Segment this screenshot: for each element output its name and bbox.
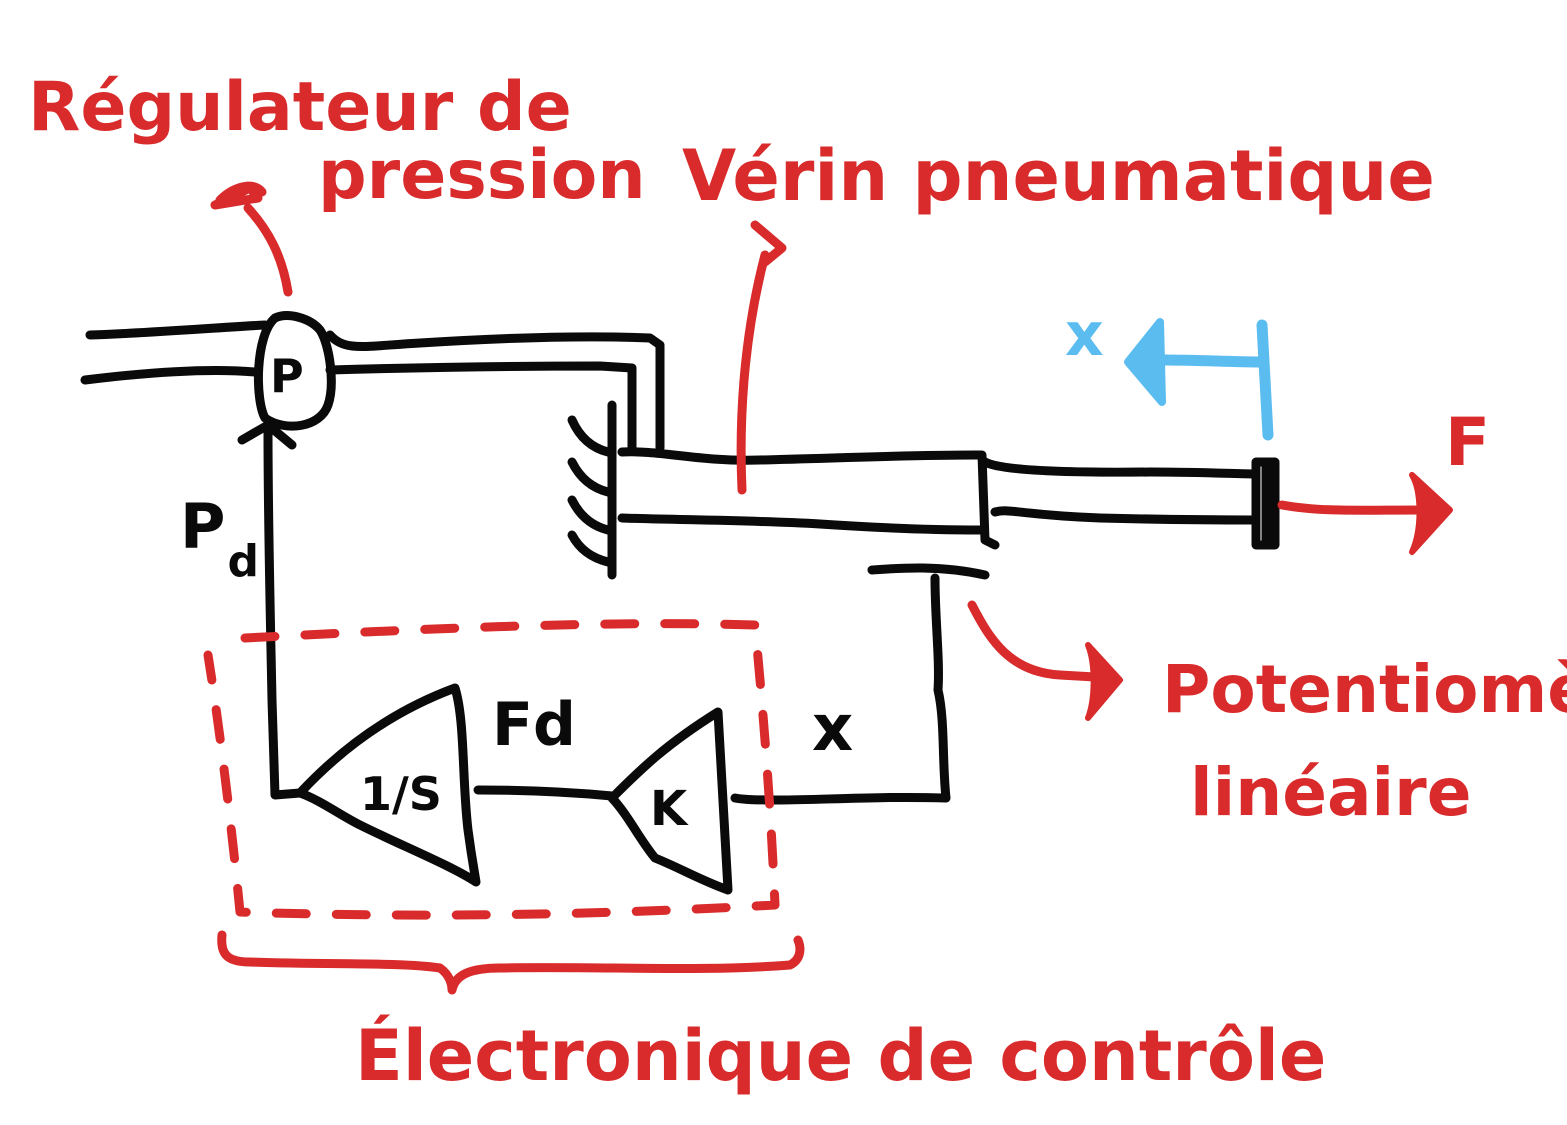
position-signal-label: x [812,692,853,766]
regulator-pointer-arrow [210,181,293,297]
pneumatic-cylinder-label: Vérin pneumatique [682,135,1435,217]
integrator-block-label: 1/S [360,767,442,821]
linear-potentiometer-label-line2: linéaire [1190,754,1471,831]
desired-pressure-wire [237,420,305,800]
wall-mount [567,400,617,580]
force-signal-wire [473,785,617,801]
control-electronics-label: Électronique de contrôle [355,1015,1326,1097]
pressure-line [325,330,665,453]
pressure-regulator-label-line1: Régulateur de [28,68,572,147]
desired-force-label: Fd [492,690,576,760]
pneumatic-cylinder [617,447,1280,550]
gain-block: K [607,707,733,895]
desired-pressure-label: Pd [180,490,259,587]
potentiometer-pointer-arrow [967,600,1123,721]
feedback-wire [730,573,951,805]
desired-pressure-subscript: d [227,536,259,587]
displacement-label: x [1065,300,1104,370]
regulator-symbol-label: P [270,349,304,403]
gain-block-label: K [650,781,689,837]
control-electronics-brace [217,930,805,995]
pressure-regulator: P [254,311,336,431]
force-output-arrow [1277,472,1453,555]
displacement-indicator [1124,318,1274,441]
control-electronics-boundary [203,619,780,920]
supply-pipe [80,320,270,385]
pressure-regulator-label-line2: pression [318,136,646,215]
force-output-label: F [1445,404,1490,481]
integrator-block: 1/S [295,683,481,887]
desired-pressure-symbol: P [180,490,225,563]
linear-potentiometer [867,563,990,580]
linear-potentiometer-label-line1: Potentiomètre [1162,651,1567,728]
cylinder-pointer-arrow [736,220,787,495]
